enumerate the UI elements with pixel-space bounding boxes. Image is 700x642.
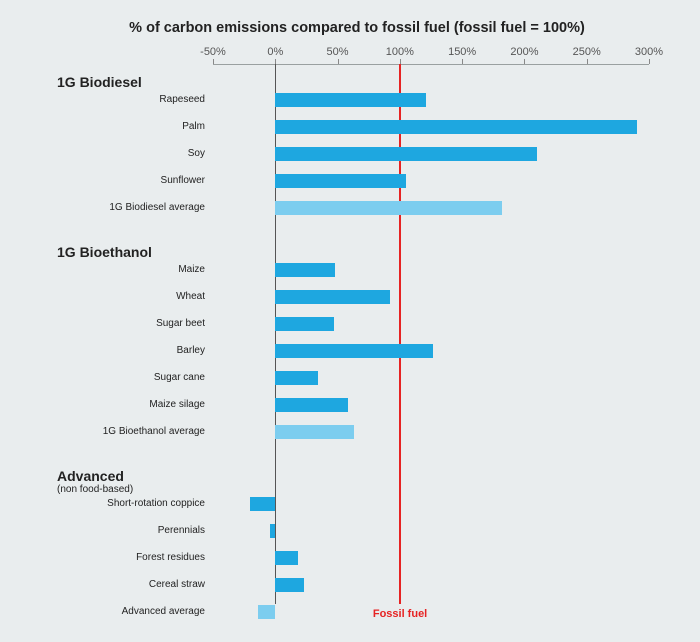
- bar: [275, 174, 406, 188]
- bar-label: 1G Bioethanol average: [57, 427, 205, 437]
- x-tick-mark: [649, 59, 650, 64]
- x-tick-mark: [213, 59, 214, 64]
- bar-label: Sugar cane: [57, 373, 205, 383]
- page: % of carbon emissions compared to fossil…: [0, 0, 700, 642]
- bar-label: Wheat: [57, 292, 205, 302]
- bar-label: 1G Biodiesel average: [57, 203, 205, 213]
- group-subtitle: (non food-based): [57, 484, 133, 495]
- bar: [275, 317, 334, 331]
- bar: [250, 497, 275, 511]
- bar: [275, 578, 304, 592]
- fossil-fuel-line: [399, 64, 401, 604]
- bar-average: [275, 201, 502, 215]
- bar: [275, 551, 297, 565]
- bar-average: [275, 425, 353, 439]
- bar-label: Perennials: [57, 526, 205, 536]
- chart: % of carbon emissions compared to fossil…: [57, 20, 657, 610]
- x-tick-mark: [338, 59, 339, 64]
- bar-label: Barley: [57, 346, 205, 356]
- bar: [275, 263, 335, 277]
- bar-label: Palm: [57, 122, 205, 132]
- bar-label: Rapeseed: [57, 95, 205, 105]
- bar-label: Maize: [57, 265, 205, 275]
- group-title: Advanced: [57, 468, 124, 484]
- group-title: 1G Biodiesel: [57, 74, 142, 90]
- plot-area: -50%0%50%100%150%200%250%300%1G Biodiese…: [213, 64, 649, 604]
- zero-line: [275, 64, 276, 604]
- x-tick-label: 200%: [510, 46, 538, 58]
- bar-label: Forest residues: [57, 553, 205, 563]
- bar: [275, 290, 390, 304]
- x-axis-line: [213, 64, 649, 65]
- x-tick-label: 250%: [573, 46, 601, 58]
- x-tick-label: 150%: [448, 46, 476, 58]
- bar-label: Advanced average: [57, 607, 205, 617]
- x-tick-label: 0%: [267, 46, 283, 58]
- bar: [275, 371, 317, 385]
- chart-title: % of carbon emissions compared to fossil…: [57, 20, 657, 36]
- x-tick-mark: [587, 59, 588, 64]
- x-tick-label: 100%: [386, 46, 414, 58]
- bar-average: [258, 605, 275, 619]
- x-tick-label: 50%: [327, 46, 349, 58]
- bar-label: Sugar beet: [57, 319, 205, 329]
- bar: [270, 524, 275, 538]
- bar: [275, 344, 433, 358]
- bar-label: Cereal straw: [57, 580, 205, 590]
- bar-label: Sunflower: [57, 176, 205, 186]
- bar: [275, 93, 426, 107]
- bar: [275, 120, 636, 134]
- bar-label: Maize silage: [57, 400, 205, 410]
- group-title: 1G Bioethanol: [57, 244, 152, 260]
- x-tick-label: 300%: [635, 46, 663, 58]
- bar: [275, 398, 347, 412]
- x-tick-mark: [462, 59, 463, 64]
- x-tick-label: -50%: [200, 46, 226, 58]
- bar-label: Soy: [57, 149, 205, 159]
- fossil-fuel-label: Fossil fuel: [373, 608, 427, 620]
- x-tick-mark: [524, 59, 525, 64]
- bar-label: Short-rotation coppice: [57, 499, 205, 509]
- bar: [275, 147, 537, 161]
